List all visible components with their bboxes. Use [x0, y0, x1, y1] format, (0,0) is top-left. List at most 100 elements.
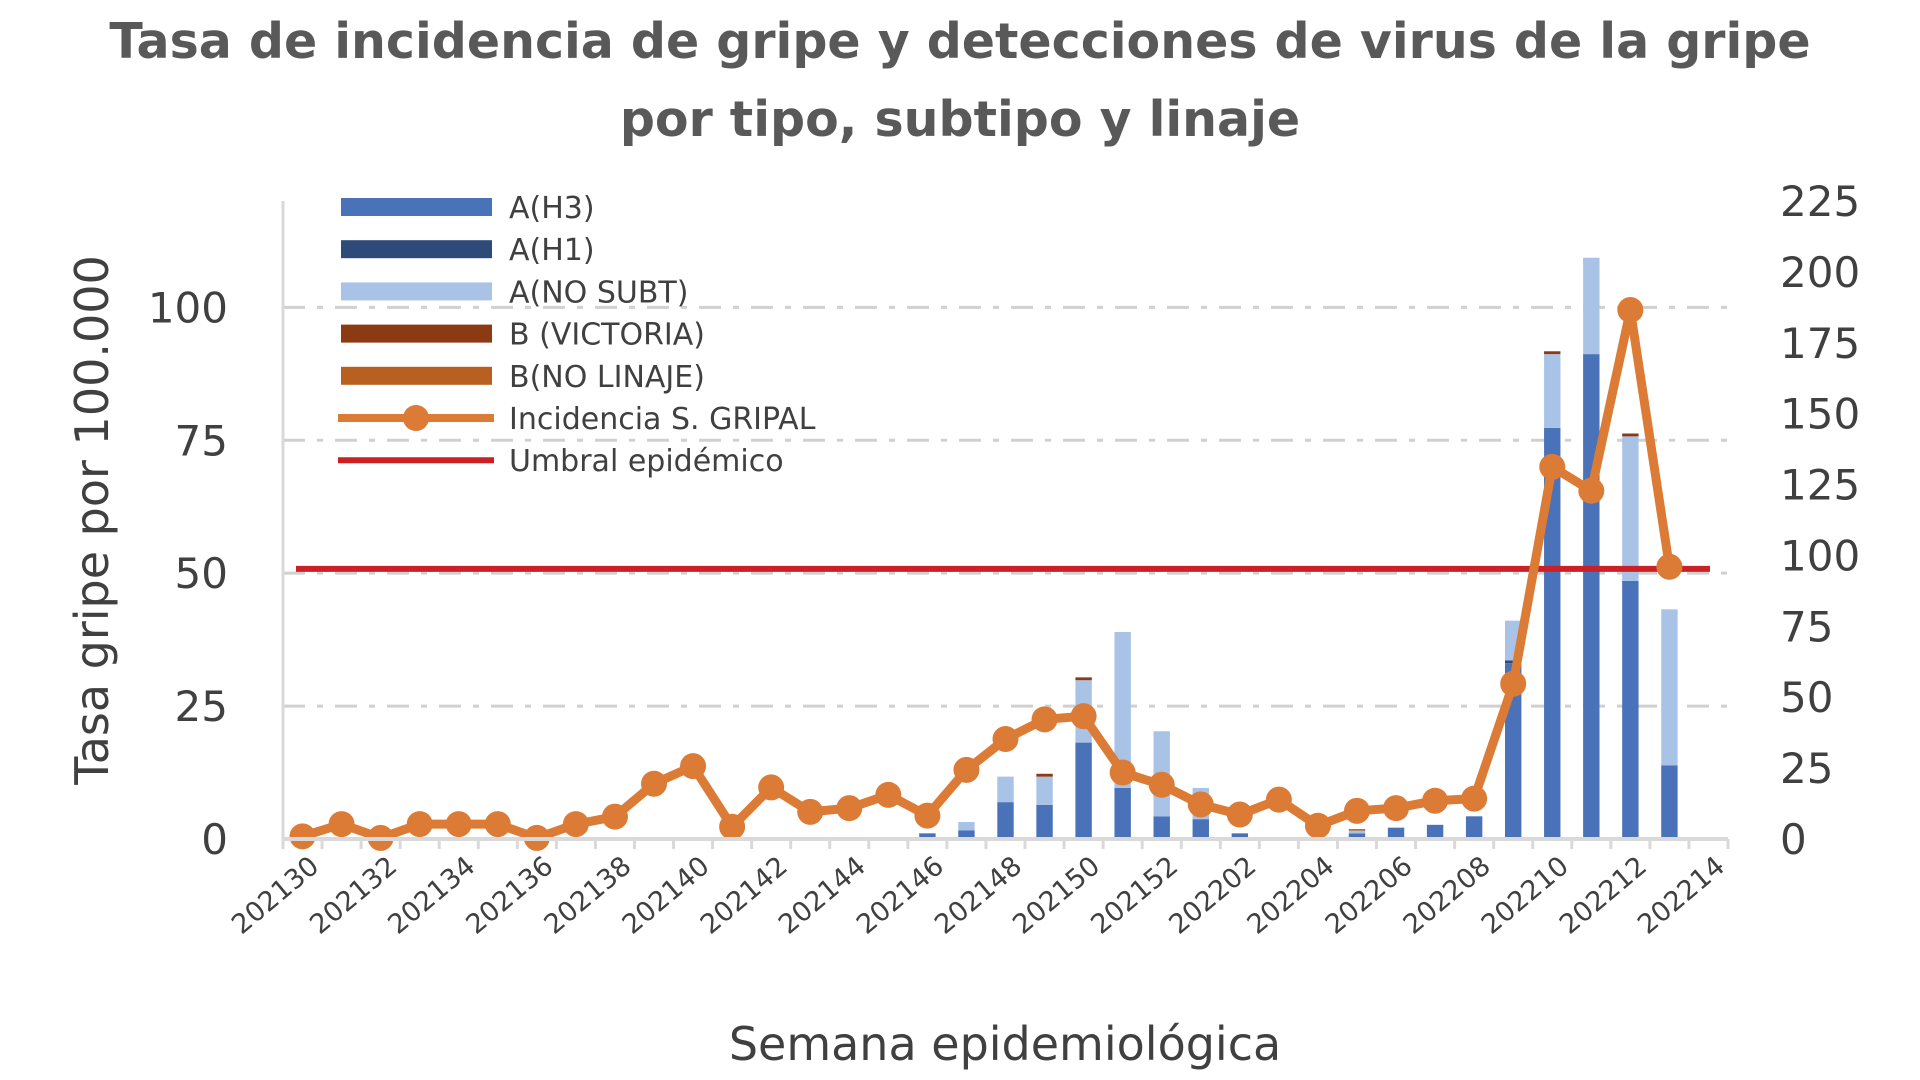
legend-label: B (VICTORIA): [509, 318, 705, 353]
legend-label: A(H3): [509, 191, 595, 226]
y-right-tick-label: 125: [1780, 461, 1860, 510]
legend-swatch: [341, 366, 492, 385]
incidence-point: [601, 803, 628, 830]
gridlines: [283, 305, 1728, 708]
x-tick-label: 202202: [1163, 851, 1262, 941]
bar-a-h3-: [1622, 580, 1639, 839]
y-left-tick-label: 50: [175, 549, 228, 598]
bar-a-h3-: [997, 802, 1014, 839]
bar-a-h3-: [1192, 819, 1209, 839]
incidence-point: [289, 823, 316, 850]
incidence-point: [1383, 795, 1410, 822]
bar-a-h3-: [1075, 742, 1092, 839]
legend-swatch: [341, 324, 492, 343]
bar-a-h3-: [1426, 824, 1444, 839]
bar-a-h3-: [1348, 833, 1366, 839]
incidence-point: [1187, 791, 1214, 818]
legend-label: A(NO SUBT): [509, 275, 688, 310]
chart-title: Tasa de incidencia de gripe y deteccione…: [109, 13, 1810, 70]
incidence-point: [953, 756, 980, 783]
incidence-point: [1031, 706, 1058, 733]
bar-a-h3-: [1387, 827, 1405, 839]
x-tick-label: 202144: [773, 851, 872, 941]
incidence-point: [992, 726, 1019, 753]
incidence-point: [1265, 786, 1292, 813]
incidence-point: [914, 802, 941, 829]
incidence-point: [1343, 797, 1370, 824]
bar-a-no-subt-: [1622, 436, 1639, 581]
legend-swatch: [341, 282, 492, 301]
bar-a-no-subt-: [1036, 776, 1053, 805]
y-left-tick-label: 100: [148, 283, 228, 332]
incidence-point: [836, 795, 863, 822]
incidence-point: [1617, 296, 1644, 323]
x-tick-label: 202208: [1398, 851, 1497, 941]
bar-b-victoria-: [1622, 433, 1639, 437]
bar-a-h3-: [1661, 765, 1678, 839]
bar-b-no-linaje-: [1348, 829, 1366, 831]
y-right-tick-label: 25: [1780, 744, 1833, 793]
incidence-point: [1109, 759, 1136, 786]
incidence-point: [445, 811, 472, 838]
x-tick-label: 202132: [304, 851, 403, 941]
y-axis-label: Tasa gripe por 100.000: [65, 255, 119, 786]
x-tick-label: 202136: [460, 851, 559, 941]
y-right-tick-label: 50: [1780, 673, 1833, 722]
bar-a-h3-: [1153, 816, 1170, 839]
x-tick-label: 202210: [1476, 851, 1575, 941]
legend-label: Incidencia S. GRIPAL: [509, 402, 816, 437]
x-tick-label: 202138: [539, 851, 638, 941]
x-tick-label: 202206: [1320, 851, 1419, 941]
incidence-point: [1500, 670, 1527, 697]
bar-b-victoria-: [1036, 773, 1053, 777]
incidence-point: [484, 811, 511, 838]
incidence-point: [719, 813, 746, 840]
incidence-point: [641, 770, 668, 797]
x-tick-label: 202204: [1242, 851, 1341, 941]
x-tick-label: 202130: [226, 851, 325, 941]
x-tick-label: 202134: [382, 851, 481, 941]
y-right-tick-label: 0: [1780, 815, 1807, 864]
legend-label: Umbral epidémico: [509, 444, 784, 479]
incidence-point: [406, 811, 433, 838]
bar-a-no-subt-: [1583, 257, 1600, 355]
x-tick-label: 202140: [617, 851, 716, 941]
bar-a-h3-: [1583, 354, 1600, 839]
incidence-point: [1304, 812, 1331, 839]
x-tick-label: 202142: [695, 851, 794, 941]
y-left-tick-label: 0: [201, 815, 228, 864]
legend-swatch-marker: [403, 405, 429, 431]
y-right-tick-label: 175: [1780, 319, 1860, 368]
bar-a-no-subt-: [1661, 609, 1678, 766]
bar-a-h3-: [958, 830, 975, 839]
x-tick-label: 202212: [1554, 851, 1653, 941]
incidence-point: [1578, 477, 1605, 504]
bar-a-no-subt-: [1544, 354, 1561, 428]
bar-b-victoria-: [1075, 677, 1092, 681]
incidence-point: [562, 811, 589, 838]
legend: A(H3) A(H1) A(NO SUBT) B (VICTORIA) B(NO LIN…: [338, 191, 816, 479]
y-right-tick-label: 100: [1780, 531, 1860, 580]
incidence-point: [1461, 785, 1488, 812]
bar-a-h3-: [1231, 833, 1249, 839]
bar-a-h3-: [1036, 804, 1053, 839]
y-right-tick-label: 200: [1780, 248, 1860, 297]
bar-a-no-subt-: [1348, 830, 1366, 834]
x-tick-label: 202152: [1085, 851, 1184, 941]
incidence-point: [875, 781, 902, 808]
bar-a-h3-: [1544, 427, 1561, 839]
incidence-point: [1070, 703, 1097, 730]
incidence-point: [797, 798, 824, 825]
x-tick-label: 202146: [851, 851, 950, 941]
bar-a-h3-: [1465, 816, 1483, 839]
y-left-tick-label: 25: [175, 682, 228, 731]
bar-a-no-subt-: [1114, 632, 1131, 788]
bar-a-no-subt-: [997, 776, 1014, 803]
legend-label: A(H1): [509, 233, 595, 268]
y-left-tick-label: 75: [175, 416, 228, 465]
incidence-point: [1148, 771, 1175, 798]
incidence-point: [1422, 787, 1449, 814]
y-right-tick-label: 225: [1780, 177, 1860, 226]
y-right-tick-label: 150: [1780, 390, 1860, 439]
incidence-point: [1539, 453, 1566, 480]
